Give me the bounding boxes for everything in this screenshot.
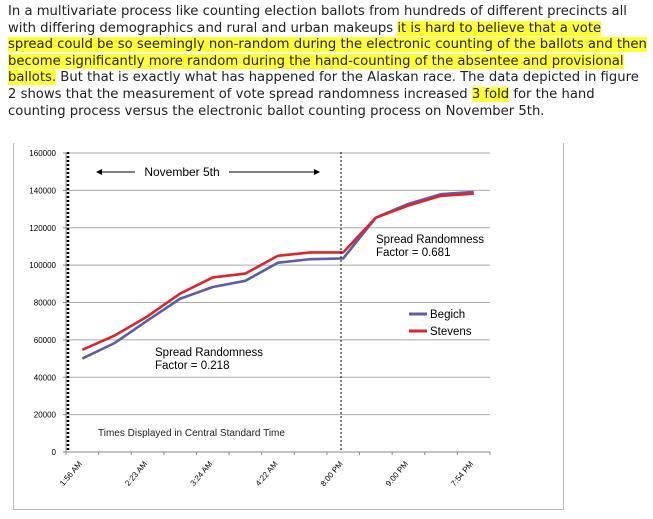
y-tick-label: 40000 bbox=[34, 373, 57, 382]
x-tick-label: 9:00 PM bbox=[384, 459, 410, 488]
x-tick-label: 7:54 PM bbox=[449, 459, 475, 488]
series-line-stevens bbox=[81, 192, 474, 351]
legend-label-begich: Begich bbox=[430, 309, 465, 321]
y-tick-label: 60000 bbox=[34, 336, 57, 345]
y-tick-label: 0 bbox=[52, 448, 57, 457]
series-line-begich bbox=[81, 190, 474, 360]
y-tick-label: 80000 bbox=[34, 299, 57, 308]
text-segment: But that is exactly what has happened fo… bbox=[8, 70, 639, 102]
x-tick-label: 8:00 PM bbox=[319, 459, 345, 488]
legend-label-stevens: Stevens bbox=[430, 326, 472, 338]
y-tick-label: 140000 bbox=[29, 186, 56, 195]
highlighted-text: 3 fold bbox=[471, 86, 510, 102]
article-paragraph: In a multivariate process like counting … bbox=[8, 4, 648, 120]
x-tick-label: 1:56 AM bbox=[58, 459, 84, 488]
x-tick-label: 3:24 AM bbox=[189, 459, 215, 488]
y-tick-label: 160000 bbox=[29, 149, 56, 158]
date-arrow: November 5th bbox=[96, 165, 320, 179]
y-tick-label: 120000 bbox=[29, 224, 56, 233]
right-factor-line2: Factor = 0.681 bbox=[376, 247, 450, 259]
text-segment: In a multivariate process like counting … bbox=[8, 4, 627, 36]
x-tick-label: 2:23 AM bbox=[123, 459, 149, 488]
legend: Begich Stevens bbox=[409, 309, 472, 338]
left-factor-line1: Spread Randomness bbox=[155, 347, 263, 359]
left-factor-line2: Factor = 0.218 bbox=[155, 360, 229, 372]
right-factor-line1: Spread Randomness bbox=[376, 234, 484, 246]
y-tick-label: 20000 bbox=[34, 411, 57, 420]
date-label: November 5th bbox=[144, 165, 219, 179]
timezone-note: Times Displayed in Central Standard Time bbox=[98, 428, 285, 439]
y-tick-label: 100000 bbox=[29, 261, 56, 270]
x-tick-label: 4:22 AM bbox=[254, 459, 280, 488]
chart-frame bbox=[13, 143, 564, 510]
text-segment: for the hand counting process versus the… bbox=[8, 86, 595, 119]
